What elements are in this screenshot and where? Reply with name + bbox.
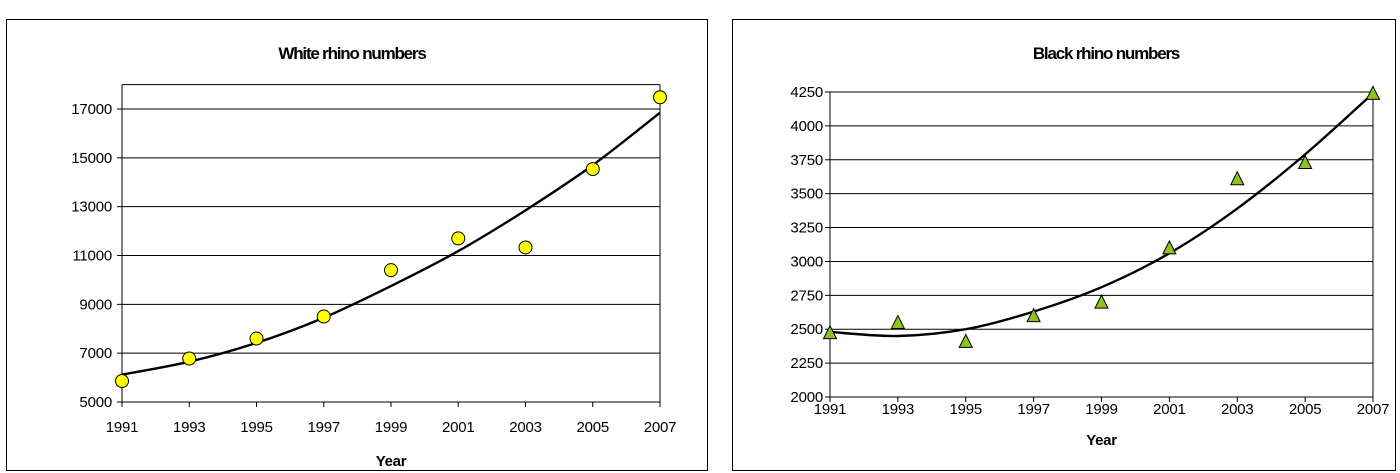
y-tick-label: 4000 [790,118,823,135]
data-point [822,324,838,340]
x-tick-label: 2001 [442,419,475,436]
data-point [182,351,197,366]
data-point [249,331,264,346]
x-tick-label: 2007 [644,419,677,436]
y-tick-label: 2750 [790,287,823,304]
y-tick-label: 3250 [790,220,823,237]
data-point [518,240,533,255]
data-point [451,231,466,246]
x-tick-label: 1999 [1085,401,1118,418]
x-tick-label: 2005 [576,419,609,436]
y-tick-label: 3750 [790,152,823,169]
y-tick-label: 4250 [790,84,823,101]
x-tick-label: 1993 [882,401,915,418]
x-tick-label: 2003 [1221,401,1254,418]
y-tick-label: 5000 [79,394,112,411]
y-tick-label: 2250 [790,355,823,372]
x-tick-label: 2005 [1289,401,1322,418]
y-tick-label: 2500 [790,321,823,338]
data-point [958,333,974,348]
trendline [829,92,1374,338]
y-tick-label: 15000 [71,150,112,167]
data-point [1365,85,1381,100]
y-tick-label: 11000 [72,248,112,265]
data-point [1297,154,1313,169]
data-point [653,90,667,105]
black-rhino-chart: Black rhino numbers 2000 2250 2500 2750 3000 3… [732,19,1396,471]
y-tick-label: 17000 [71,101,112,118]
chart-title: Black rhino numbers [1033,44,1180,63]
x-tick-label: 1995 [240,419,273,436]
x-tick-label: 1993 [173,419,206,436]
x-tick-label: 2001 [1153,401,1186,418]
data-point [1229,170,1245,186]
data-point [585,162,600,177]
data-point [1162,239,1177,255]
x-tick-label: 1995 [949,401,982,418]
white-rhino-chart-svg: White rhino numbers 5000 7000 9000 11000 1300… [71,44,677,470]
data-point [115,374,129,389]
y-tick-label: 7000 [79,345,112,362]
x-axis-title: Year [1086,432,1117,449]
y-tick-label: 3500 [790,186,823,203]
x-tick-label: 1991 [106,419,139,436]
x-tick-label: 1999 [375,419,408,436]
y-tick-label: 9000 [79,296,112,313]
data-point [316,309,331,324]
data-point [1094,293,1109,309]
x-tick-label: 1997 [1017,401,1050,418]
x-axis-title: Year [376,453,407,470]
y-tick-label: 2000 [790,389,823,406]
trendline [121,111,661,376]
white-rhino-chart: White rhino numbers 5000 7000 9000 11000 1300… [6,19,708,471]
chart-title: White rhino numbers [278,44,426,63]
y-tick-label: 13000 [71,199,112,216]
x-tick-label: 2003 [509,419,542,436]
x-tick-label: 1997 [307,419,340,436]
data-point [1026,307,1041,323]
x-tick-label: 1991 [814,401,847,418]
x-tick-label: 2007 [1357,401,1390,418]
y-tick-label: 3000 [790,253,823,270]
black-rhino-chart-svg: Black rhino numbers 2000 2250 2500 2750 3000 3… [790,44,1390,449]
data-point [384,263,398,278]
data-point [890,314,906,329]
